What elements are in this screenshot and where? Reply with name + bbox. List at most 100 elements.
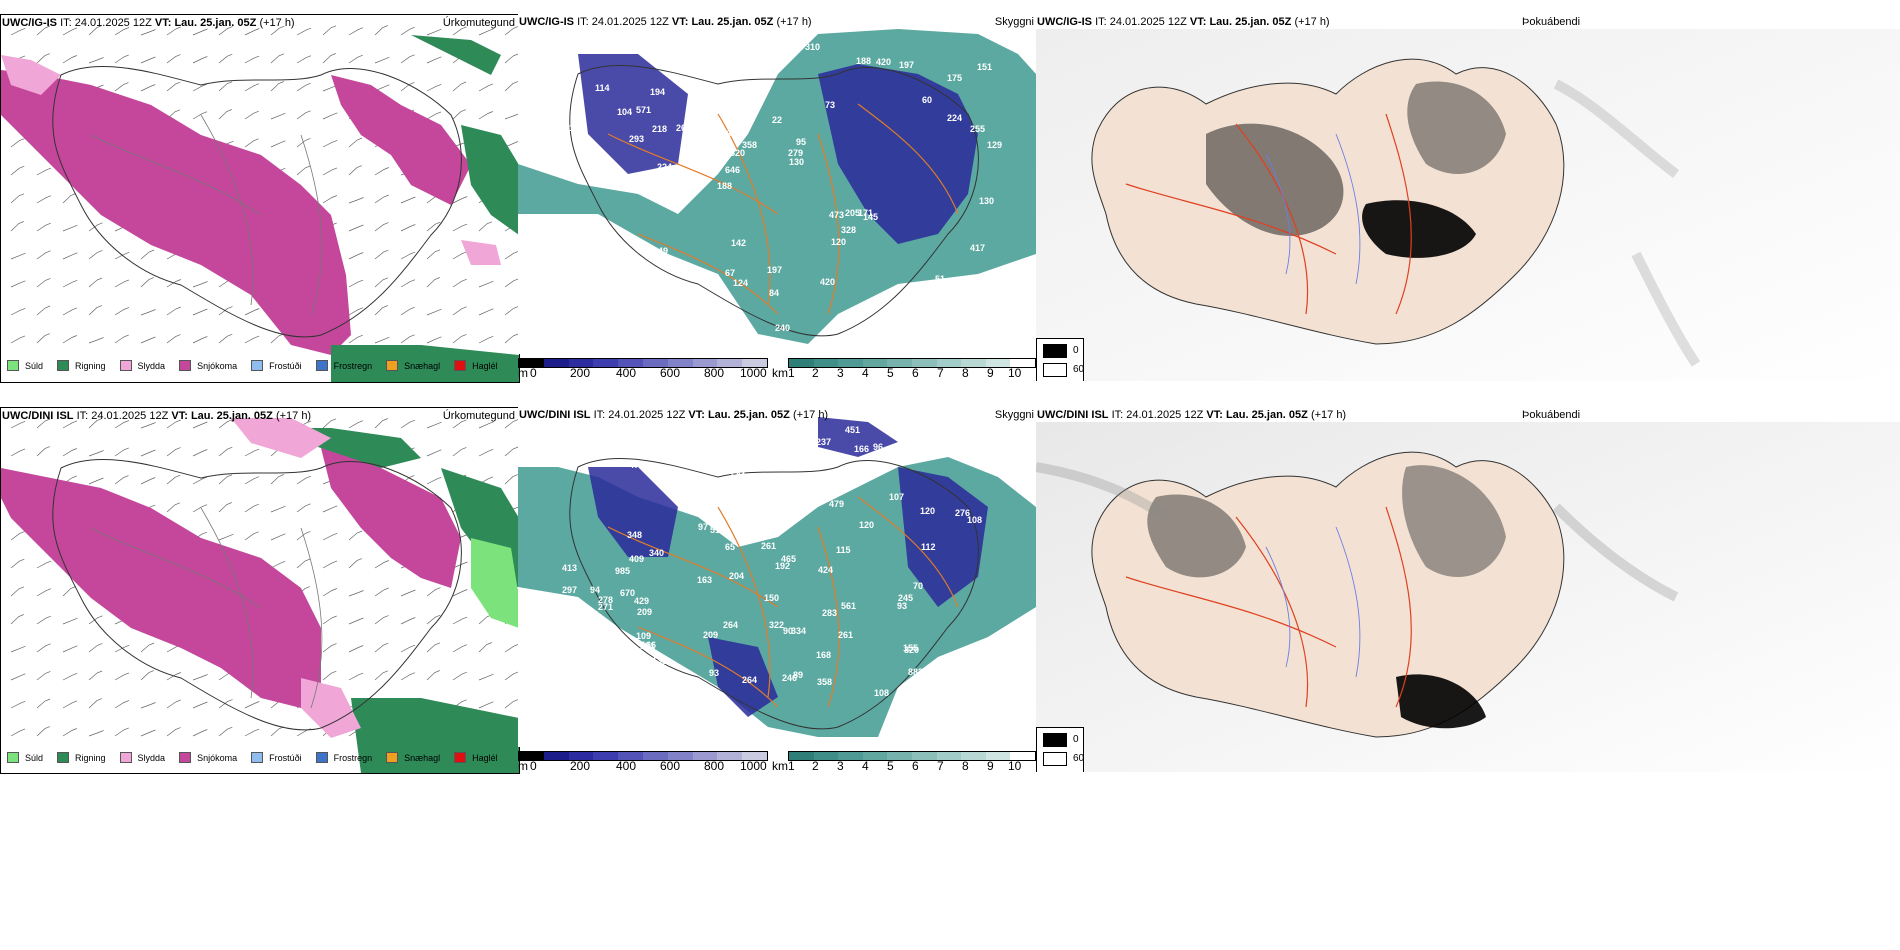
cloud-height-label: 245: [898, 593, 913, 603]
cloud-height-label: 230: [588, 149, 603, 159]
legend-item: Rigning: [57, 752, 106, 763]
cloud-height-label: 218: [652, 124, 667, 134]
rivers: [1265, 526, 1361, 678]
vt-label: VT: Lau. 25.jan. 05Z: [688, 409, 790, 421]
cloud-height-label: 163: [697, 575, 712, 585]
cloud-height-label: 293: [629, 134, 644, 144]
cloud-height-label: 166: [854, 444, 869, 454]
sleet-area: [301, 678, 361, 738]
cloud-type-label-row2: Skyggni: [994, 409, 1034, 421]
navy-cloud-area: [578, 54, 688, 174]
cloud-height-label: 209: [637, 607, 652, 617]
cloud-height-label: 175: [947, 73, 962, 83]
legend-item: Haglél: [454, 752, 498, 763]
cloud-height-label: 234: [750, 442, 765, 452]
cloud-height-label: 409: [629, 554, 644, 564]
cloud-height-label: 271: [598, 602, 613, 612]
fog-legend-row1: 0 60: [1036, 338, 1084, 381]
precip-legend-row2: Súld Rigning Slydda Snjókoma Frostúði Fr…: [7, 752, 512, 763]
cloud-height-label: 261: [761, 541, 776, 551]
cloud-height-label: 255: [970, 124, 985, 134]
vt-label: VT: Lau. 25.jan. 05Z: [1206, 409, 1308, 421]
cloud-height-label: 178: [651, 303, 666, 313]
height-colorbar-labels-row1: m 0 200 400 600 800 1000: [518, 366, 767, 380]
vt-label: VT: Lau. 25.jan. 05Z: [154, 17, 257, 29]
legend-item: Frostúði: [251, 752, 302, 763]
cloud-height-label: 499: [814, 474, 829, 484]
cloud-height-label: 84: [769, 288, 779, 298]
cloud-height-label: 96: [873, 442, 883, 452]
cloud-height-label: 108: [874, 688, 889, 698]
cloud-height-label: 171: [640, 641, 655, 651]
cloud-height-label: 262: [575, 313, 590, 323]
cloud-height-label: 90: [783, 626, 793, 636]
cloud-height-label: 214: [564, 123, 579, 133]
cloud-height-label: 197: [767, 265, 782, 275]
fog-dark-area: [1402, 465, 1506, 577]
it-value: 24.01.2025 12Z: [91, 410, 169, 422]
cloud-height-label: 985: [615, 566, 630, 576]
cloud-height-label: 95: [796, 137, 806, 147]
it-value: 24.01.2025 12Z: [1126, 409, 1204, 421]
cloud-height-label: 422: [757, 523, 772, 533]
cloud-height-label: 168: [816, 650, 831, 660]
lead-time: (+17 h): [792, 409, 829, 421]
cloud-height-label: 310: [805, 42, 820, 52]
cloud-height-label: 369: [710, 49, 725, 59]
cloud-height-label: 194: [650, 87, 665, 97]
cloud-height-label: 322: [769, 620, 784, 630]
cloud-height-label: 348: [627, 530, 642, 540]
coastline: [52, 458, 462, 731]
vt-label: VT: Lau. 25.jan. 05Z: [671, 16, 774, 28]
cloud-height-label: 224: [657, 162, 672, 172]
cloud-height-label: 224: [947, 113, 962, 123]
drizzle-area: [471, 538, 519, 628]
legend-item: Slydda: [119, 752, 165, 763]
precip-type-label-row2: Úrkomutegund: [442, 410, 515, 422]
cloud-height-label: 225: [940, 307, 955, 317]
cloud-height-label: 264: [742, 675, 757, 685]
cloud-height-label: 340: [649, 548, 664, 558]
cloud-type-label-row1: Skyggni: [994, 16, 1034, 28]
cloud-height-label: 138: [652, 656, 667, 666]
cloud-height-label: 620: [730, 148, 745, 158]
cloud-height-label: 237: [816, 437, 831, 447]
navy-cloud-area: [588, 467, 678, 557]
roads: [90, 114, 323, 316]
cloud-height-label: 451: [845, 425, 860, 435]
cloud-panel-row2: 127 96 175 107 90 340 209 166 120 120 94 236 261 192 1…: [518, 407, 1036, 772]
lead-time: (+17 h): [1310, 409, 1347, 421]
cloud-height-label: 67: [739, 87, 749, 97]
cloud-height-label: 155: [903, 643, 918, 653]
fog-legend-row2: 0 60: [1036, 727, 1084, 772]
cloud-height-label: 420: [876, 57, 891, 67]
rain-area: [331, 345, 519, 382]
height-colorbar-row2: [518, 751, 768, 761]
cloud-height-label: 320: [904, 645, 919, 655]
it-label: IT:: [593, 409, 606, 421]
fog-dark-area: [1362, 200, 1476, 258]
model-name: UWC/DINI ISL: [2, 410, 74, 422]
cloud-height-label: 561: [841, 601, 856, 611]
precip-title-row2: UWC/DINI ISL IT: 24.01.2025 12Z VT: Lau.…: [2, 410, 311, 422]
cloud-height-label: 179: [579, 646, 594, 656]
cloud-height-label: 205: [845, 208, 860, 218]
cloud-height-label: 188: [717, 181, 732, 191]
cloud-height-label: 334: [791, 626, 806, 636]
cloud-height-label: 670: [620, 588, 635, 598]
precip-panel-row2: UWC/DINI ISL IT: 24.01.2025 12Z VT: Lau.…: [0, 407, 520, 774]
coastline: [52, 65, 462, 338]
cloud-height-label: 109: [636, 631, 651, 641]
cloud-height-label: 80: [717, 437, 727, 447]
legend-item: Snæhagl: [386, 360, 440, 371]
legend-item: Súld: [7, 752, 43, 763]
cloud-height-label: 145: [863, 212, 878, 222]
km-colorbar-row2: [788, 751, 1036, 761]
cloud-height-label: 264: [723, 620, 738, 630]
cloud-height-label: 155: [682, 295, 697, 305]
cloud-title-row2: UWC/DINI ISL IT: 24.01.2025 12Z VT: Lau.…: [519, 409, 828, 421]
legend-item: Súld: [7, 360, 43, 371]
cloud-height-label: 209: [703, 630, 718, 640]
cloud-height-label: 261: [838, 630, 853, 640]
cloud-height-label: 513: [710, 525, 725, 535]
